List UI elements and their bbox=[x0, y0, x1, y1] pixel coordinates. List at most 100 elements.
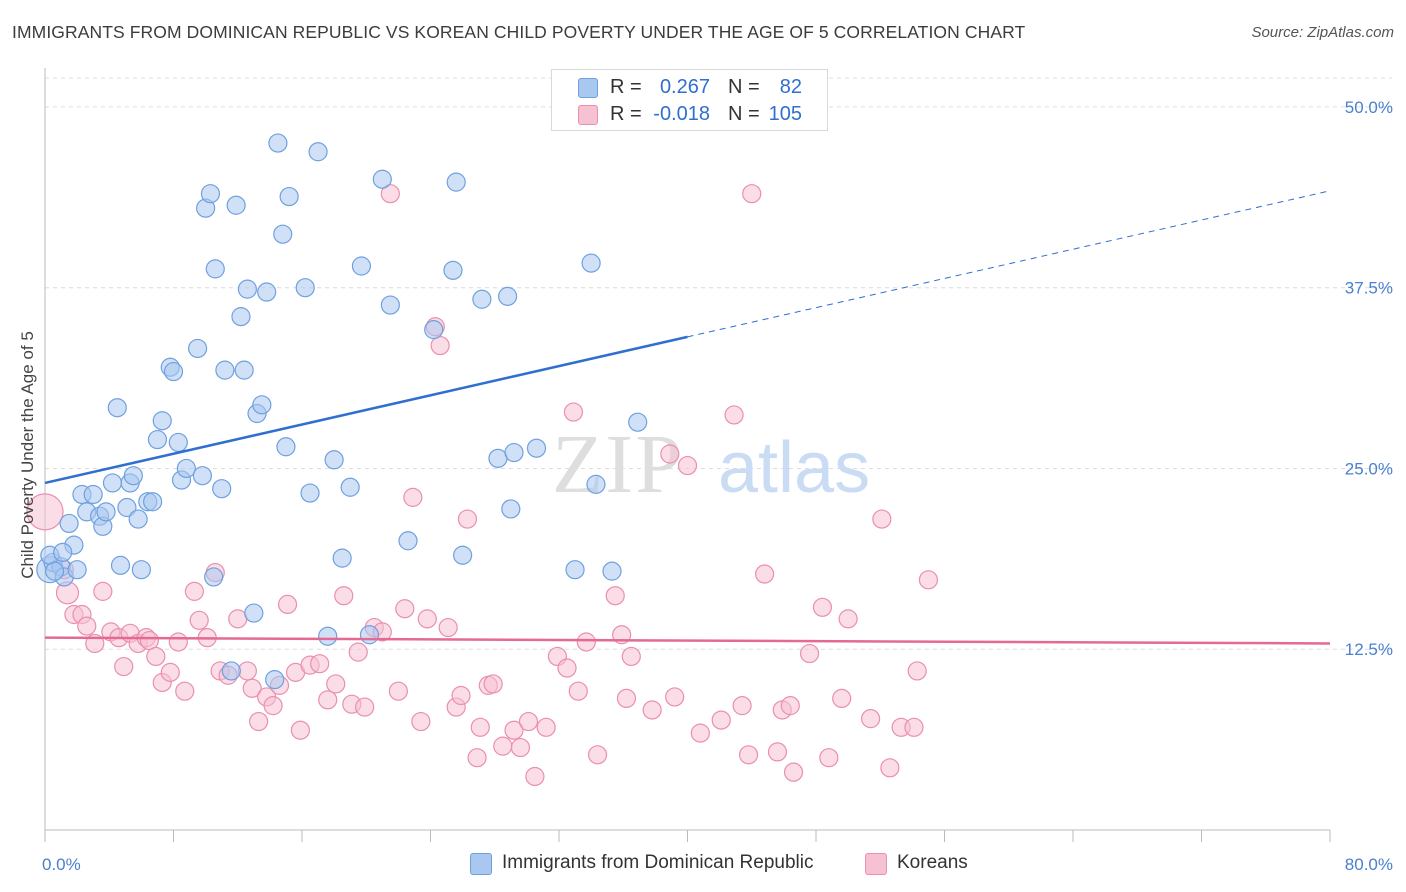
dominican-point bbox=[67, 560, 87, 580]
korean-point bbox=[724, 405, 744, 425]
korean-point bbox=[819, 748, 839, 768]
tick-labels: 12.5% 25.0% 37.5% 50.0% 0.0% 80.0% bbox=[42, 98, 1393, 874]
korean-point bbox=[355, 697, 375, 717]
korean-point bbox=[417, 609, 437, 629]
dominican-point bbox=[96, 502, 116, 522]
korean-point bbox=[114, 656, 134, 677]
korean-point bbox=[518, 711, 539, 732]
korean-point bbox=[621, 646, 641, 667]
dominican-point bbox=[380, 295, 400, 315]
korean-point bbox=[388, 681, 408, 701]
korean-point bbox=[904, 717, 924, 737]
r-value: -0.018 bbox=[653, 103, 710, 125]
korean-point bbox=[380, 184, 400, 204]
dominican-point bbox=[318, 626, 338, 646]
korean-point bbox=[742, 184, 762, 204]
dominican-point bbox=[498, 286, 518, 306]
korean-point bbox=[861, 709, 881, 729]
korean-point bbox=[690, 723, 710, 743]
korean-point bbox=[277, 594, 298, 615]
dominican-point bbox=[59, 513, 79, 534]
korean-point bbox=[438, 617, 458, 638]
dominican-point bbox=[565, 560, 585, 580]
dominican-point bbox=[501, 499, 521, 519]
korean-point bbox=[812, 597, 833, 617]
n-value: 105 bbox=[768, 103, 802, 125]
korean-point bbox=[907, 661, 927, 681]
n-label: N = bbox=[728, 103, 760, 125]
watermark-zip: ZIP bbox=[552, 418, 684, 511]
trend-lines bbox=[44, 190, 1331, 645]
korean-point bbox=[146, 646, 166, 667]
r-label: R = bbox=[610, 103, 642, 125]
dominican-point bbox=[204, 567, 224, 587]
dominican-point bbox=[187, 338, 208, 359]
dominican-point bbox=[324, 450, 344, 470]
korean-point bbox=[139, 630, 160, 651]
korean-point bbox=[568, 681, 588, 701]
y-tick-label: 25.0% bbox=[1345, 459, 1393, 478]
korean-point bbox=[642, 700, 662, 720]
korean-point bbox=[467, 748, 487, 768]
r-value: 0.267 bbox=[659, 76, 710, 98]
korean-point bbox=[26, 493, 64, 531]
dominican-point bbox=[295, 278, 315, 298]
legend-swatch-blue bbox=[470, 853, 492, 875]
korean-point bbox=[880, 758, 900, 778]
dominican-point bbox=[237, 279, 257, 299]
dominican-point bbox=[359, 625, 380, 645]
korean-point bbox=[557, 658, 577, 678]
korean-point bbox=[732, 696, 752, 716]
dominican-point bbox=[628, 412, 648, 432]
korean-point bbox=[754, 564, 775, 584]
legend-swatch-pink bbox=[865, 853, 887, 875]
korean-point bbox=[168, 632, 188, 652]
korean-point bbox=[326, 674, 346, 694]
korean-point bbox=[263, 696, 283, 716]
dominican-point bbox=[102, 473, 123, 493]
korean-point bbox=[160, 662, 180, 682]
legend-swatch-pink bbox=[578, 105, 598, 125]
korean-point bbox=[767, 742, 788, 762]
dominican-point bbox=[581, 253, 601, 273]
korean-point bbox=[483, 674, 503, 694]
dominican-point bbox=[372, 169, 392, 189]
dominican-point bbox=[192, 466, 213, 486]
korean-point bbox=[832, 688, 852, 709]
korean-point bbox=[918, 570, 939, 590]
dominican-trend-line bbox=[44, 335, 688, 485]
korean-point bbox=[290, 720, 310, 740]
dominican-point bbox=[221, 661, 241, 681]
korean-point bbox=[616, 688, 637, 709]
dominican-point bbox=[332, 548, 352, 568]
korean-point bbox=[711, 710, 731, 730]
korean-point bbox=[430, 335, 450, 356]
legend-swatch-blue bbox=[578, 78, 598, 98]
korean-point bbox=[470, 717, 490, 737]
dominican-trend-extension bbox=[687, 190, 1331, 338]
dominican-point bbox=[168, 432, 188, 453]
dominican-point bbox=[586, 474, 606, 494]
korean-point bbox=[838, 609, 858, 629]
dominican-point bbox=[273, 224, 293, 244]
dominican-point bbox=[234, 360, 254, 380]
dominican-point bbox=[231, 307, 251, 327]
dominican-point bbox=[279, 186, 299, 207]
korean-point bbox=[665, 687, 685, 707]
korean-point bbox=[310, 654, 330, 674]
dominican-point bbox=[163, 361, 184, 382]
korean-point bbox=[677, 455, 698, 476]
korean-point bbox=[93, 581, 113, 601]
dominican-point bbox=[152, 411, 172, 431]
dominican-point bbox=[488, 448, 508, 468]
dominican-point bbox=[446, 172, 466, 192]
y-tick-label: 50.0% bbox=[1345, 98, 1393, 117]
dominican-point bbox=[308, 142, 328, 162]
dominican-point bbox=[128, 509, 148, 529]
dominican-point bbox=[504, 442, 524, 463]
dominican-point bbox=[276, 437, 296, 457]
dominican-point bbox=[244, 603, 264, 623]
korean-point bbox=[175, 681, 195, 701]
dominican-point bbox=[212, 479, 232, 499]
